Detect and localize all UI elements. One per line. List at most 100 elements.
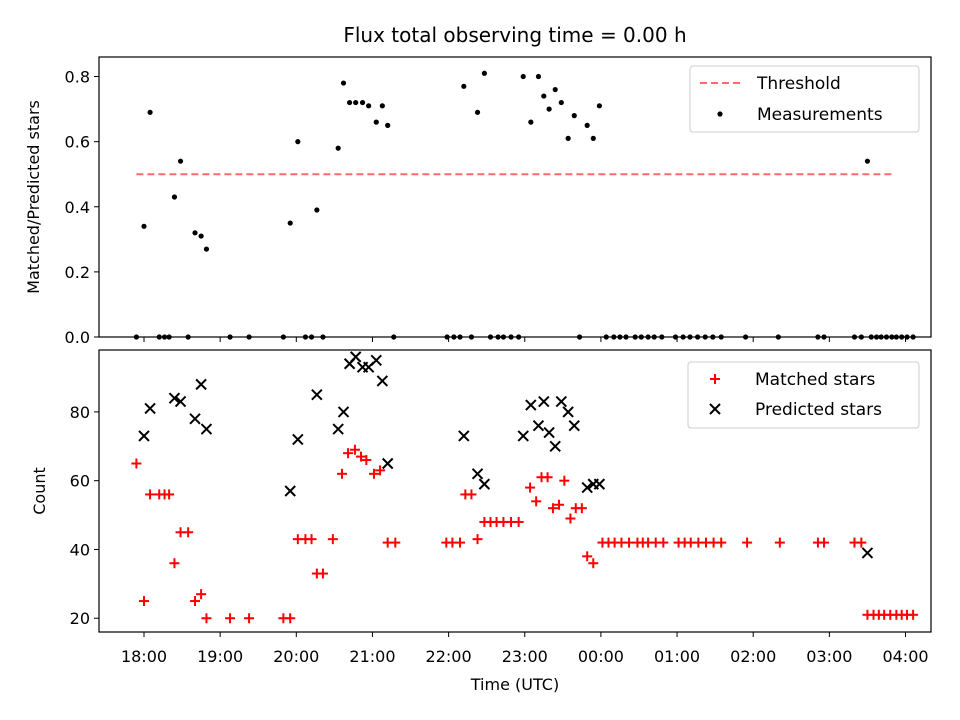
predicted-star-point	[381, 457, 394, 470]
y-tick-label: 20	[70, 609, 90, 628]
matched-star-point	[145, 489, 156, 500]
matched-star-point	[774, 537, 785, 548]
predicted-star-stroke	[370, 354, 382, 367]
x-tick-label: 02:00	[730, 647, 776, 666]
measurement-point	[571, 113, 577, 119]
predicted-star-stroke	[138, 430, 150, 442]
predicted-star-stroke	[376, 375, 389, 387]
matched-star-point	[368, 468, 379, 479]
measurement-point	[373, 119, 379, 125]
matched-star-point	[196, 589, 207, 600]
matched-star-point	[375, 465, 386, 476]
predicted-star-point	[200, 423, 213, 435]
predicted-star-point	[138, 430, 150, 442]
predicted-star-stroke	[174, 395, 187, 408]
predicted-star-stroke	[332, 423, 344, 435]
predicted-star-point	[168, 392, 181, 404]
measurement-point	[347, 99, 353, 106]
matched-star-point	[183, 527, 194, 538]
predicted-star-point	[538, 395, 550, 408]
predicted-star-stroke	[200, 423, 213, 435]
predicted-star-point	[189, 413, 201, 425]
predicted-star-stroke	[458, 430, 470, 442]
threshold-legend-label: Threshold	[756, 74, 841, 94]
x-tick-label: 23:00	[502, 647, 548, 666]
matched-star-point	[169, 558, 180, 569]
matched-star-point	[455, 537, 466, 548]
x-axis-label: Time (UTC)	[470, 675, 559, 694]
top-panel: 0.00.20.40.60.8 Matched/Predicted stars …	[24, 56, 932, 347]
bottom-panel: 20 40 60 80 18:00 19:00 20:00 21:00 22:00 23:00 0…	[30, 349, 932, 694]
matched-star-point	[716, 537, 727, 548]
x-tick-label: 21:00	[349, 647, 395, 666]
predicted-star-point	[562, 406, 574, 418]
y-tick-label: 0.8	[65, 68, 90, 87]
predicted-star-point	[555, 395, 568, 408]
matched-star-point	[131, 458, 142, 469]
measurements-legend-label: Measurements	[757, 105, 883, 125]
matched-star-point	[390, 537, 401, 548]
matched-star-point	[819, 537, 830, 548]
y-tick-label: 0.4	[65, 198, 90, 217]
x-tick-label: 00:00	[578, 647, 624, 666]
measurement-point	[203, 246, 210, 252]
predicted-star-stroke	[381, 457, 394, 470]
measurement-point	[198, 233, 204, 239]
predicted-star-point	[543, 426, 555, 439]
matched-legend-label: Matched stars	[755, 370, 875, 390]
predicted-star-stroke	[349, 351, 362, 363]
y-tick-label: 0.0	[65, 328, 90, 347]
y-tick-label: 80	[70, 403, 90, 422]
measurement-point	[590, 135, 596, 141]
measurement-point	[177, 158, 184, 164]
measurement-point	[287, 220, 293, 226]
measurement-point	[366, 103, 372, 109]
predicted-star-point	[332, 423, 344, 435]
matched-star-point	[576, 503, 587, 514]
predicted-star-point	[144, 402, 156, 415]
top-y-axis: 0.0 0.2 0.4 0.6 0.8	[65, 68, 99, 347]
measurement-point	[359, 99, 366, 106]
predicted-star-stroke	[311, 389, 323, 401]
measurement-point	[379, 103, 385, 109]
bottom-y-axis-label: Count	[30, 467, 49, 515]
predicted-star-stroke	[284, 485, 296, 497]
predicted-star-stroke	[543, 426, 555, 439]
predicted-star-point	[292, 433, 304, 446]
measurement-point	[565, 135, 571, 141]
measurement-point	[584, 122, 590, 128]
x-tick-label: 19:00	[197, 647, 243, 666]
measurement-point	[528, 119, 534, 125]
predicted-legend-label: Predicted stars	[755, 400, 882, 420]
predicted-star-stroke	[532, 419, 545, 432]
matched-star-point	[356, 451, 367, 462]
measurement-point	[385, 122, 391, 128]
matched-star-point	[139, 596, 149, 607]
predicted-star-stroke	[549, 440, 561, 452]
top-plot-frame	[98, 56, 932, 338]
y-tick-label: 0.6	[65, 133, 90, 152]
predicted-star-stroke	[555, 395, 568, 408]
predicted-legend-swatch	[709, 403, 721, 415]
predicted-star-point	[311, 389, 323, 401]
predicted-star-point	[458, 430, 470, 442]
predicted-star-stroke	[593, 478, 606, 490]
matched-star-point	[201, 613, 212, 624]
measurement-point	[335, 145, 341, 151]
x-tick-label: 01:00	[654, 647, 700, 666]
predicted-star-stroke	[337, 406, 350, 418]
predicted-star-point	[517, 430, 529, 442]
predicted-star-point	[370, 354, 382, 367]
measurement-point	[520, 73, 526, 80]
measurement-point	[864, 158, 871, 164]
predicted-star-point	[549, 440, 561, 452]
predicted-star-stroke	[538, 395, 550, 408]
x-tick-label: 22:00	[426, 647, 472, 666]
y-tick-label: 40	[70, 540, 90, 559]
predicted-star-stroke	[292, 433, 304, 446]
predicted-star-point	[471, 468, 484, 480]
matched-star-point	[565, 513, 576, 524]
measurement-point	[340, 80, 347, 86]
matched-star-point	[336, 468, 347, 479]
predicted-star-stroke	[471, 468, 484, 480]
